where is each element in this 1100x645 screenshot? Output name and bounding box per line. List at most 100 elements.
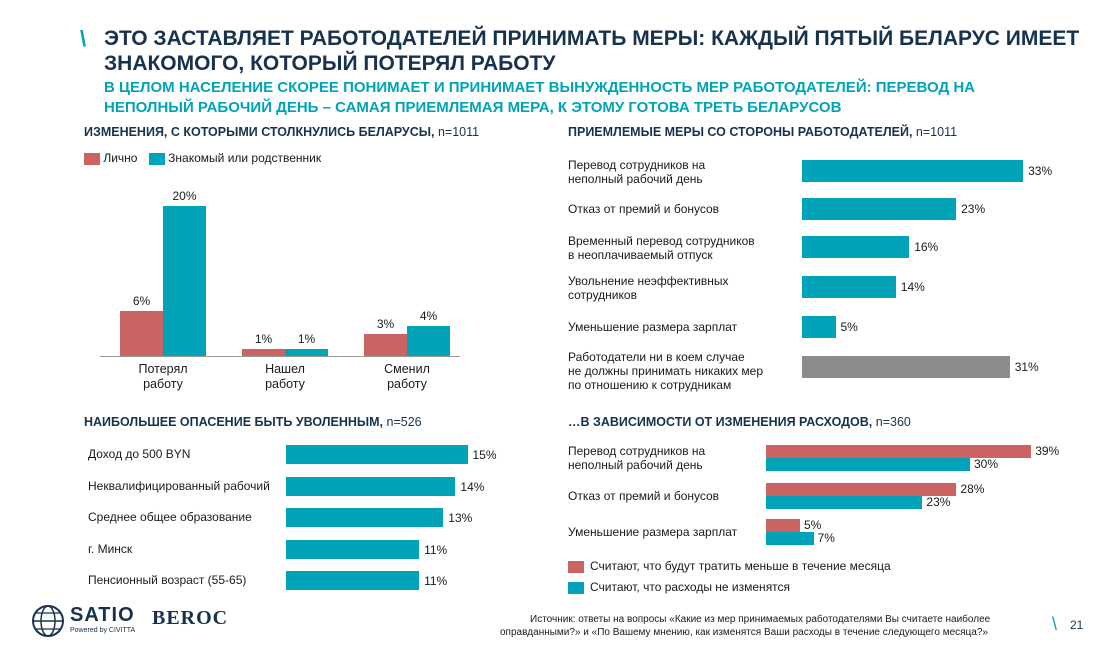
chart4-title-text: …В ЗАВИСИМОСТИ ОТ ИЗМЕНЕНИЯ РАСХОДОВ, — [568, 415, 873, 429]
chart2-data-label: 14% — [900, 280, 925, 294]
chart2-category-label: Работодатели ни в коем случае не должны п… — [568, 350, 796, 392]
chart1-title-text: ИЗМЕНЕНИЯ, С КОТОРЫМИ СТОЛКНУЛИСЬ БЕЛАРУ… — [84, 125, 435, 139]
chart4-bar — [766, 519, 800, 532]
chart3-category-label: г. Минск — [88, 542, 283, 556]
legend-label-personal: Лично — [103, 151, 138, 165]
chart2-data-label: 16% — [914, 240, 939, 254]
chart1-bar — [285, 348, 328, 356]
chart4-legend-item-same: Считают, что расходы не изменятся — [568, 577, 891, 598]
chart2-category-label-line: Перевод сотрудников на — [568, 158, 706, 172]
chart4-legend: Считают, что будут тратить меньше в тече… — [568, 556, 891, 598]
chart2-bar — [802, 316, 836, 338]
chart2-data-label: 31% — [1014, 360, 1039, 374]
chart1-bar — [407, 326, 450, 356]
chart4-legend-item-less: Считают, что будут тратить меньше в тече… — [568, 556, 891, 577]
chart3-category-label: Доход до 500 BYN — [88, 447, 283, 461]
legend-label-acquaintance: Знакомый или родственник — [168, 151, 322, 165]
chart1-data-label: 4% — [419, 309, 438, 323]
legend-label-spend-less: Считают, что будут тратить меньше в тече… — [590, 559, 891, 573]
chart2-category-label: Уменьшение размера зарплат — [568, 320, 796, 334]
legend-swatch-no-change — [568, 581, 584, 594]
chart2-bar — [802, 160, 1024, 182]
header-slash-icon: \ — [80, 26, 87, 51]
page-title-line2: ЗНАКОМОГО, КОТОРЫЙ ПОТЕРЯЛ РАБОТУ — [104, 52, 556, 75]
chart1-category-label-line: Потерял — [138, 362, 188, 376]
chart1-data-label: 1% — [254, 331, 273, 346]
chart1-n: n=1011 — [437, 125, 480, 139]
chart1-category-label-line: Нашел — [265, 362, 305, 376]
chart2-category-label-line: Работодатели ни в коем случае — [568, 350, 745, 364]
chart3-bar — [286, 539, 420, 559]
chart3-title: НАИБОЛЬШЕЕ ОПАСЕНИЕ БЫТЬ УВОЛЕННЫМ, n=52… — [84, 415, 422, 429]
chart4-category-label-line: Уменьшение размера зарплат — [568, 525, 738, 539]
chart4-category-label-line: Отказ от премий и бонусов — [568, 489, 720, 503]
chart3-bar — [286, 571, 420, 590]
chart1-category-label-line: работу — [143, 377, 183, 391]
chart4-data-label: 5% — [804, 518, 822, 532]
chart1-title: ИЗМЕНЕНИЯ, С КОТОРЫМИ СТОЛКНУЛИСЬ БЕЛАРУ… — [84, 125, 479, 139]
chart2-category-label: Увольнение неэффективных сотрудников — [568, 274, 796, 302]
chart4-bar — [766, 458, 970, 471]
chart3-data-label: 13% — [448, 511, 473, 525]
chart3-bar — [286, 445, 468, 464]
chart2-category-label: Перевод сотрудников на неполный рабочий д… — [568, 158, 796, 186]
page-title: ЭТО ЗАСТАВЛЯЕТ РАБОТОДАТЕЛЕЙ ПРИНИМАТЬ М… — [104, 26, 1079, 76]
chart2-data-label: 33% — [1028, 164, 1053, 178]
chart2-category-label-line: Временный перевод сотрудников — [568, 234, 755, 248]
chart4-category-label-line: неполный рабочий день — [568, 458, 703, 472]
chart4-category-label: Уменьшение размера зарплат — [568, 525, 763, 539]
page-title-line1: ЭТО ЗАСТАВЛЯЕТ РАБОТОДАТЕЛЕЙ ПРИНИМАТЬ М… — [104, 27, 1080, 50]
chart3-title-text: НАИБОЛЬШЕЕ ОПАСЕНИЕ БЫТЬ УВОЛЕННЫМ, — [84, 415, 384, 429]
beroc-logo: BEROC — [152, 607, 229, 629]
legend-swatch-personal — [84, 152, 100, 165]
chart1-plot: 6% 20% Потерял работу 1% 1% Нашел работу 3% 4% Сме… — [100, 180, 470, 410]
chart2-bar — [802, 356, 1010, 378]
chart1-category-label-line: Сменил — [384, 362, 430, 376]
chart1-data-label: 20% — [172, 189, 197, 203]
chart3-category-label: Пенсионный возраст (55-65) — [88, 573, 283, 587]
legend-swatch-acquaintance — [148, 152, 165, 165]
chart3-n: n=526 — [386, 415, 422, 429]
chart2-title: ПРИЕМЛЕМЫЕ МЕРЫ СО СТОРОНЫ РАБОТОДАТЕЛЕЙ… — [568, 125, 957, 139]
chart4-plot: Перевод сотрудников на неполный рабочий д… — [568, 440, 1088, 550]
chart2-bar — [802, 198, 957, 220]
source-note-line1: Источник: ответы на вопросы «Какие из ме… — [530, 614, 991, 625]
chart3-bar — [286, 476, 456, 496]
satio-logo-sub: Powered by CIVITTA — [70, 627, 136, 634]
chart1-legend: Лично Знакомый или родственник — [84, 151, 321, 165]
satio-globe-icon — [28, 602, 68, 640]
chart1-data-label: 1% — [297, 331, 316, 346]
chart3-category-label-line: г. Минск — [88, 541, 133, 556]
chart4-n: n=360 — [875, 415, 911, 429]
chart2-category-label-line: Уменьшение размера зарплат — [568, 320, 738, 334]
satio-logo: SATIO — [70, 604, 135, 626]
chart1-bar — [163, 206, 206, 356]
chart1-x-axis — [100, 356, 460, 357]
chart4-title: …В ЗАВИСИМОСТИ ОТ ИЗМЕНЕНИЯ РАСХОДОВ, n=… — [568, 415, 911, 429]
chart3-category-label-line: Среднее общее образование — [88, 510, 252, 524]
chart2-category-label-line: неполный рабочий день — [568, 172, 703, 186]
chart1-category-label: Потерял работу — [110, 362, 216, 392]
chart3-category-label-line: Пенсионный возраст (55-65) — [88, 573, 247, 587]
chart4-bar — [766, 496, 923, 509]
chart2-bar — [802, 276, 896, 298]
chart3-category-label: Неквалифицированный рабочий — [88, 479, 283, 493]
chart4-data-label: 28% — [960, 482, 985, 496]
source-note: Источник: ответы на вопросы «Какие из ме… — [500, 613, 1060, 639]
chart2-category-label: Временный перевод сотрудников в неоплачив… — [568, 234, 796, 262]
page-subtitle-line2: НЕПОЛНЫЙ РАБОЧИЙ ДЕНЬ – САМАЯ ПРИЕМЛЕМАЯ… — [104, 99, 842, 116]
chart1-data-label: 6% — [132, 294, 151, 308]
chart1-bar — [242, 348, 285, 356]
chart1-category-label-line: работу — [265, 377, 305, 391]
chart1-bar — [120, 311, 163, 356]
legend-swatch-spend-less — [568, 560, 584, 573]
chart3-category-label-line: Доход до 500 BYN — [88, 447, 191, 461]
chart2-data-label: 5% — [840, 320, 858, 334]
chart4-data-label: 39% — [1035, 444, 1060, 458]
chart3-category-label: Среднее общее образование — [88, 510, 283, 524]
chart2-plot: Перевод сотрудников на неполный рабочий д… — [568, 150, 1088, 395]
chart1-category-label: Сменил работу — [354, 362, 460, 392]
page-subtitle-line1: В ЦЕЛОМ НАСЕЛЕНИЕ СКОРЕЕ ПОНИМАЕТ И ПРИН… — [104, 79, 976, 96]
page-subtitle: В ЦЕЛОМ НАСЕЛЕНИЕ СКОРЕЕ ПОНИМАЕТ И ПРИН… — [104, 78, 975, 118]
chart4-bar — [766, 483, 957, 496]
